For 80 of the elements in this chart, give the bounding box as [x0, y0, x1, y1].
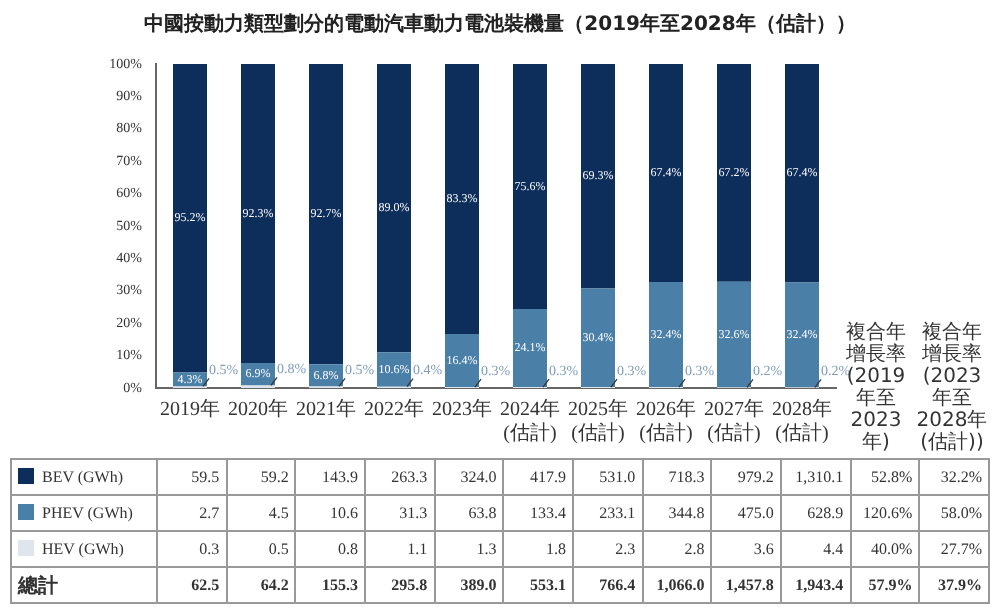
bar	[445, 333, 479, 388]
text: 120.6%	[850, 495, 920, 531]
bar	[445, 64, 479, 334]
text: 62.5	[157, 567, 227, 603]
text: 344.8	[642, 495, 712, 531]
text: 57.9%	[850, 567, 920, 603]
text: 155.3	[295, 567, 365, 603]
x-tick-label: 2027年 (估計)	[704, 397, 764, 446]
text: 63.8	[434, 495, 504, 531]
bar	[785, 64, 819, 283]
text: 10.6	[295, 495, 365, 531]
text: 52.8%	[850, 459, 920, 495]
text: 0.3	[157, 531, 227, 567]
x-tick-label: 2020年	[228, 397, 288, 422]
text: 4.4	[780, 531, 851, 567]
text: 59.2	[226, 459, 296, 495]
text: 1,943.4	[780, 567, 851, 603]
text: 1,066.0	[642, 567, 712, 603]
bar	[309, 64, 343, 365]
text: 31.3	[364, 495, 435, 531]
text: 718.3	[642, 459, 712, 495]
text: 32.2%	[919, 459, 989, 495]
text: 531.0	[572, 459, 643, 495]
text: 553.1	[503, 567, 573, 603]
bar	[581, 64, 615, 289]
x-tick-label: 2026年 (估計)	[636, 397, 696, 446]
bar	[649, 64, 683, 283]
x-tick-label: 2022年	[364, 397, 424, 422]
text: 417.9	[503, 459, 573, 495]
text: 4.5	[226, 495, 296, 531]
text: 143.9	[295, 459, 365, 495]
bar	[649, 282, 683, 388]
bar	[581, 288, 615, 388]
bar	[717, 281, 751, 388]
bar	[513, 64, 547, 309]
x-tick-label: 2021年	[296, 397, 356, 422]
text: 475.0	[711, 495, 781, 531]
text: 58.0%	[919, 495, 989, 531]
text: 40.0%	[850, 531, 920, 567]
text: 1.3	[434, 531, 504, 567]
text: 3.6	[711, 531, 781, 567]
x-tick-label: 2024年 (估計)	[500, 397, 560, 446]
bar	[241, 64, 275, 364]
x-tick-label: 2023年	[432, 397, 492, 422]
text: 1.1	[364, 531, 435, 567]
text: 1,457.8	[711, 567, 781, 603]
bar	[173, 64, 207, 373]
text: 263.3	[364, 459, 435, 495]
bar	[513, 308, 547, 388]
text: 64.2	[226, 567, 296, 603]
text: 979.2	[711, 459, 781, 495]
x-tick-label: 2025年 (估計)	[568, 397, 628, 446]
text: 628.9	[780, 495, 851, 531]
text: 複合年增長率 (2023年至2028年 (估計))	[914, 322, 990, 454]
text: 295.8	[364, 567, 435, 603]
x-tick-label: 2028年 (估計)	[772, 397, 832, 446]
text: 59.5	[157, 459, 227, 495]
text: 2.8	[642, 531, 712, 567]
text: 0.5	[226, 531, 296, 567]
text: 766.4	[572, 567, 643, 603]
legend-label: HEV (GWh)	[11, 531, 157, 567]
text: 2.3	[572, 531, 643, 567]
text: 1.8	[503, 531, 573, 567]
legend-label: BEV (GWh)	[11, 459, 157, 495]
text: 233.1	[572, 495, 643, 531]
text: 總計	[11, 567, 157, 603]
bar	[717, 64, 751, 282]
x-tick-label: 2019年	[160, 397, 220, 422]
text: 0.8	[295, 531, 365, 567]
text: 389.0	[434, 567, 504, 603]
bar	[785, 282, 819, 388]
text: 2.7	[157, 495, 227, 531]
chart-title: 中國按動力類型劃分的電動汽車動力電池裝機量（2019年至2028年（估計））	[142, 11, 858, 38]
text: 324.0	[434, 459, 504, 495]
text: 1,310.1	[780, 459, 851, 495]
text: 27.7%	[919, 531, 989, 567]
text: 37.9%	[919, 567, 989, 603]
bar	[377, 64, 411, 353]
text: 133.4	[503, 495, 573, 531]
legend-label: PHEV (GWh)	[11, 495, 157, 531]
